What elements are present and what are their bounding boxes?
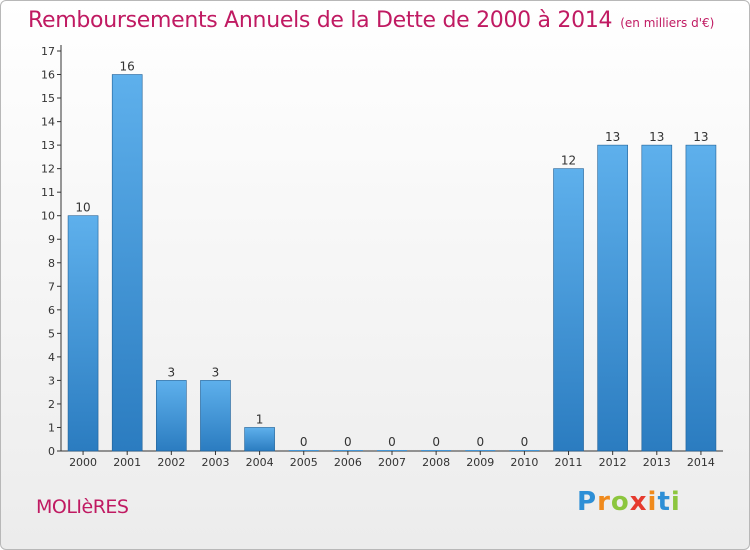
data-label: 0 bbox=[432, 435, 440, 449]
data-label: 16 bbox=[120, 60, 135, 74]
logo-letter: i bbox=[647, 487, 658, 517]
proxiti-logo: Proxiti bbox=[577, 487, 681, 517]
x-tick-label: 2004 bbox=[246, 456, 274, 469]
x-tick-label: 2003 bbox=[201, 456, 229, 469]
data-label: 0 bbox=[344, 435, 352, 449]
x-tick-label: 2009 bbox=[466, 456, 494, 469]
y-tick-label: 15 bbox=[41, 92, 55, 105]
y-tick-label: 5 bbox=[48, 327, 55, 340]
x-tick-label: 2010 bbox=[510, 456, 538, 469]
x-tick-label: 2005 bbox=[290, 456, 318, 469]
y-tick-label: 6 bbox=[48, 304, 55, 317]
x-tick-label: 2001 bbox=[113, 456, 141, 469]
bar-2006 bbox=[332, 450, 363, 451]
data-label: 0 bbox=[300, 435, 308, 449]
y-tick-label: 7 bbox=[48, 280, 55, 293]
title-text: Remboursements Annuels de la Dette de 20… bbox=[28, 8, 613, 33]
y-tick-label: 0 bbox=[48, 445, 55, 458]
y-tick-label: 16 bbox=[41, 69, 55, 82]
data-label: 0 bbox=[388, 435, 396, 449]
y-tick-label: 14 bbox=[41, 116, 55, 129]
logo-letter: o bbox=[610, 487, 630, 517]
x-tick-label: 2007 bbox=[378, 456, 406, 469]
x-tick-label: 2000 bbox=[69, 456, 97, 469]
data-label: 12 bbox=[561, 154, 576, 168]
x-tick-label: 2011 bbox=[555, 456, 583, 469]
bar-2009 bbox=[465, 450, 496, 451]
bar-2010 bbox=[509, 450, 540, 451]
data-label: 13 bbox=[649, 130, 664, 144]
data-label: 0 bbox=[476, 435, 484, 449]
y-tick-label: 17 bbox=[41, 45, 55, 58]
bar-2005 bbox=[288, 450, 319, 451]
y-tick-label: 4 bbox=[48, 351, 55, 364]
x-tick-label: 2006 bbox=[334, 456, 362, 469]
data-label: 10 bbox=[75, 201, 90, 215]
logo-letter: r bbox=[597, 487, 611, 517]
x-tick-label: 2014 bbox=[687, 456, 715, 469]
bar-2011 bbox=[553, 168, 584, 452]
y-tick-label: 3 bbox=[48, 374, 55, 387]
y-tick-label: 8 bbox=[48, 257, 55, 270]
y-tick-label: 9 bbox=[48, 233, 55, 246]
bar-2000 bbox=[67, 215, 99, 452]
bar-2001 bbox=[111, 74, 143, 452]
logo-letter: x bbox=[629, 487, 648, 517]
bar-2003 bbox=[200, 380, 231, 452]
chart-subtitle: (en milliers d'€) bbox=[620, 16, 715, 30]
x-tick-label: 2002 bbox=[157, 456, 185, 469]
logo-letter: P bbox=[577, 487, 598, 517]
y-tick-label: 13 bbox=[41, 139, 55, 152]
y-tick-label: 2 bbox=[48, 398, 55, 411]
logo-letter: t bbox=[657, 487, 671, 517]
data-label: 0 bbox=[521, 435, 529, 449]
commune-name: MOLIèRES bbox=[36, 496, 129, 518]
data-label: 13 bbox=[605, 130, 620, 144]
bar-2013 bbox=[641, 144, 673, 452]
chart-title: Remboursements Annuels de la Dette de 20… bbox=[28, 8, 714, 33]
data-label: 1 bbox=[256, 412, 264, 426]
x-tick-label: 2012 bbox=[599, 456, 627, 469]
bar-2008 bbox=[421, 450, 452, 451]
data-label: 13 bbox=[693, 130, 708, 144]
data-label: 3 bbox=[168, 365, 176, 379]
y-tick-label: 10 bbox=[41, 210, 55, 223]
logo-letter: i bbox=[670, 487, 681, 517]
data-label: 3 bbox=[212, 365, 220, 379]
y-tick-label: 12 bbox=[41, 163, 55, 176]
x-tick-label: 2008 bbox=[422, 456, 450, 469]
bar-2007 bbox=[377, 450, 407, 451]
y-tick-label: 11 bbox=[41, 186, 55, 199]
bar-2012 bbox=[597, 144, 628, 452]
bar-2014 bbox=[685, 144, 717, 452]
y-tick-label: 1 bbox=[48, 421, 55, 434]
x-tick-label: 2013 bbox=[643, 456, 671, 469]
bar-2004 bbox=[244, 427, 275, 452]
bar-2002 bbox=[156, 380, 187, 452]
